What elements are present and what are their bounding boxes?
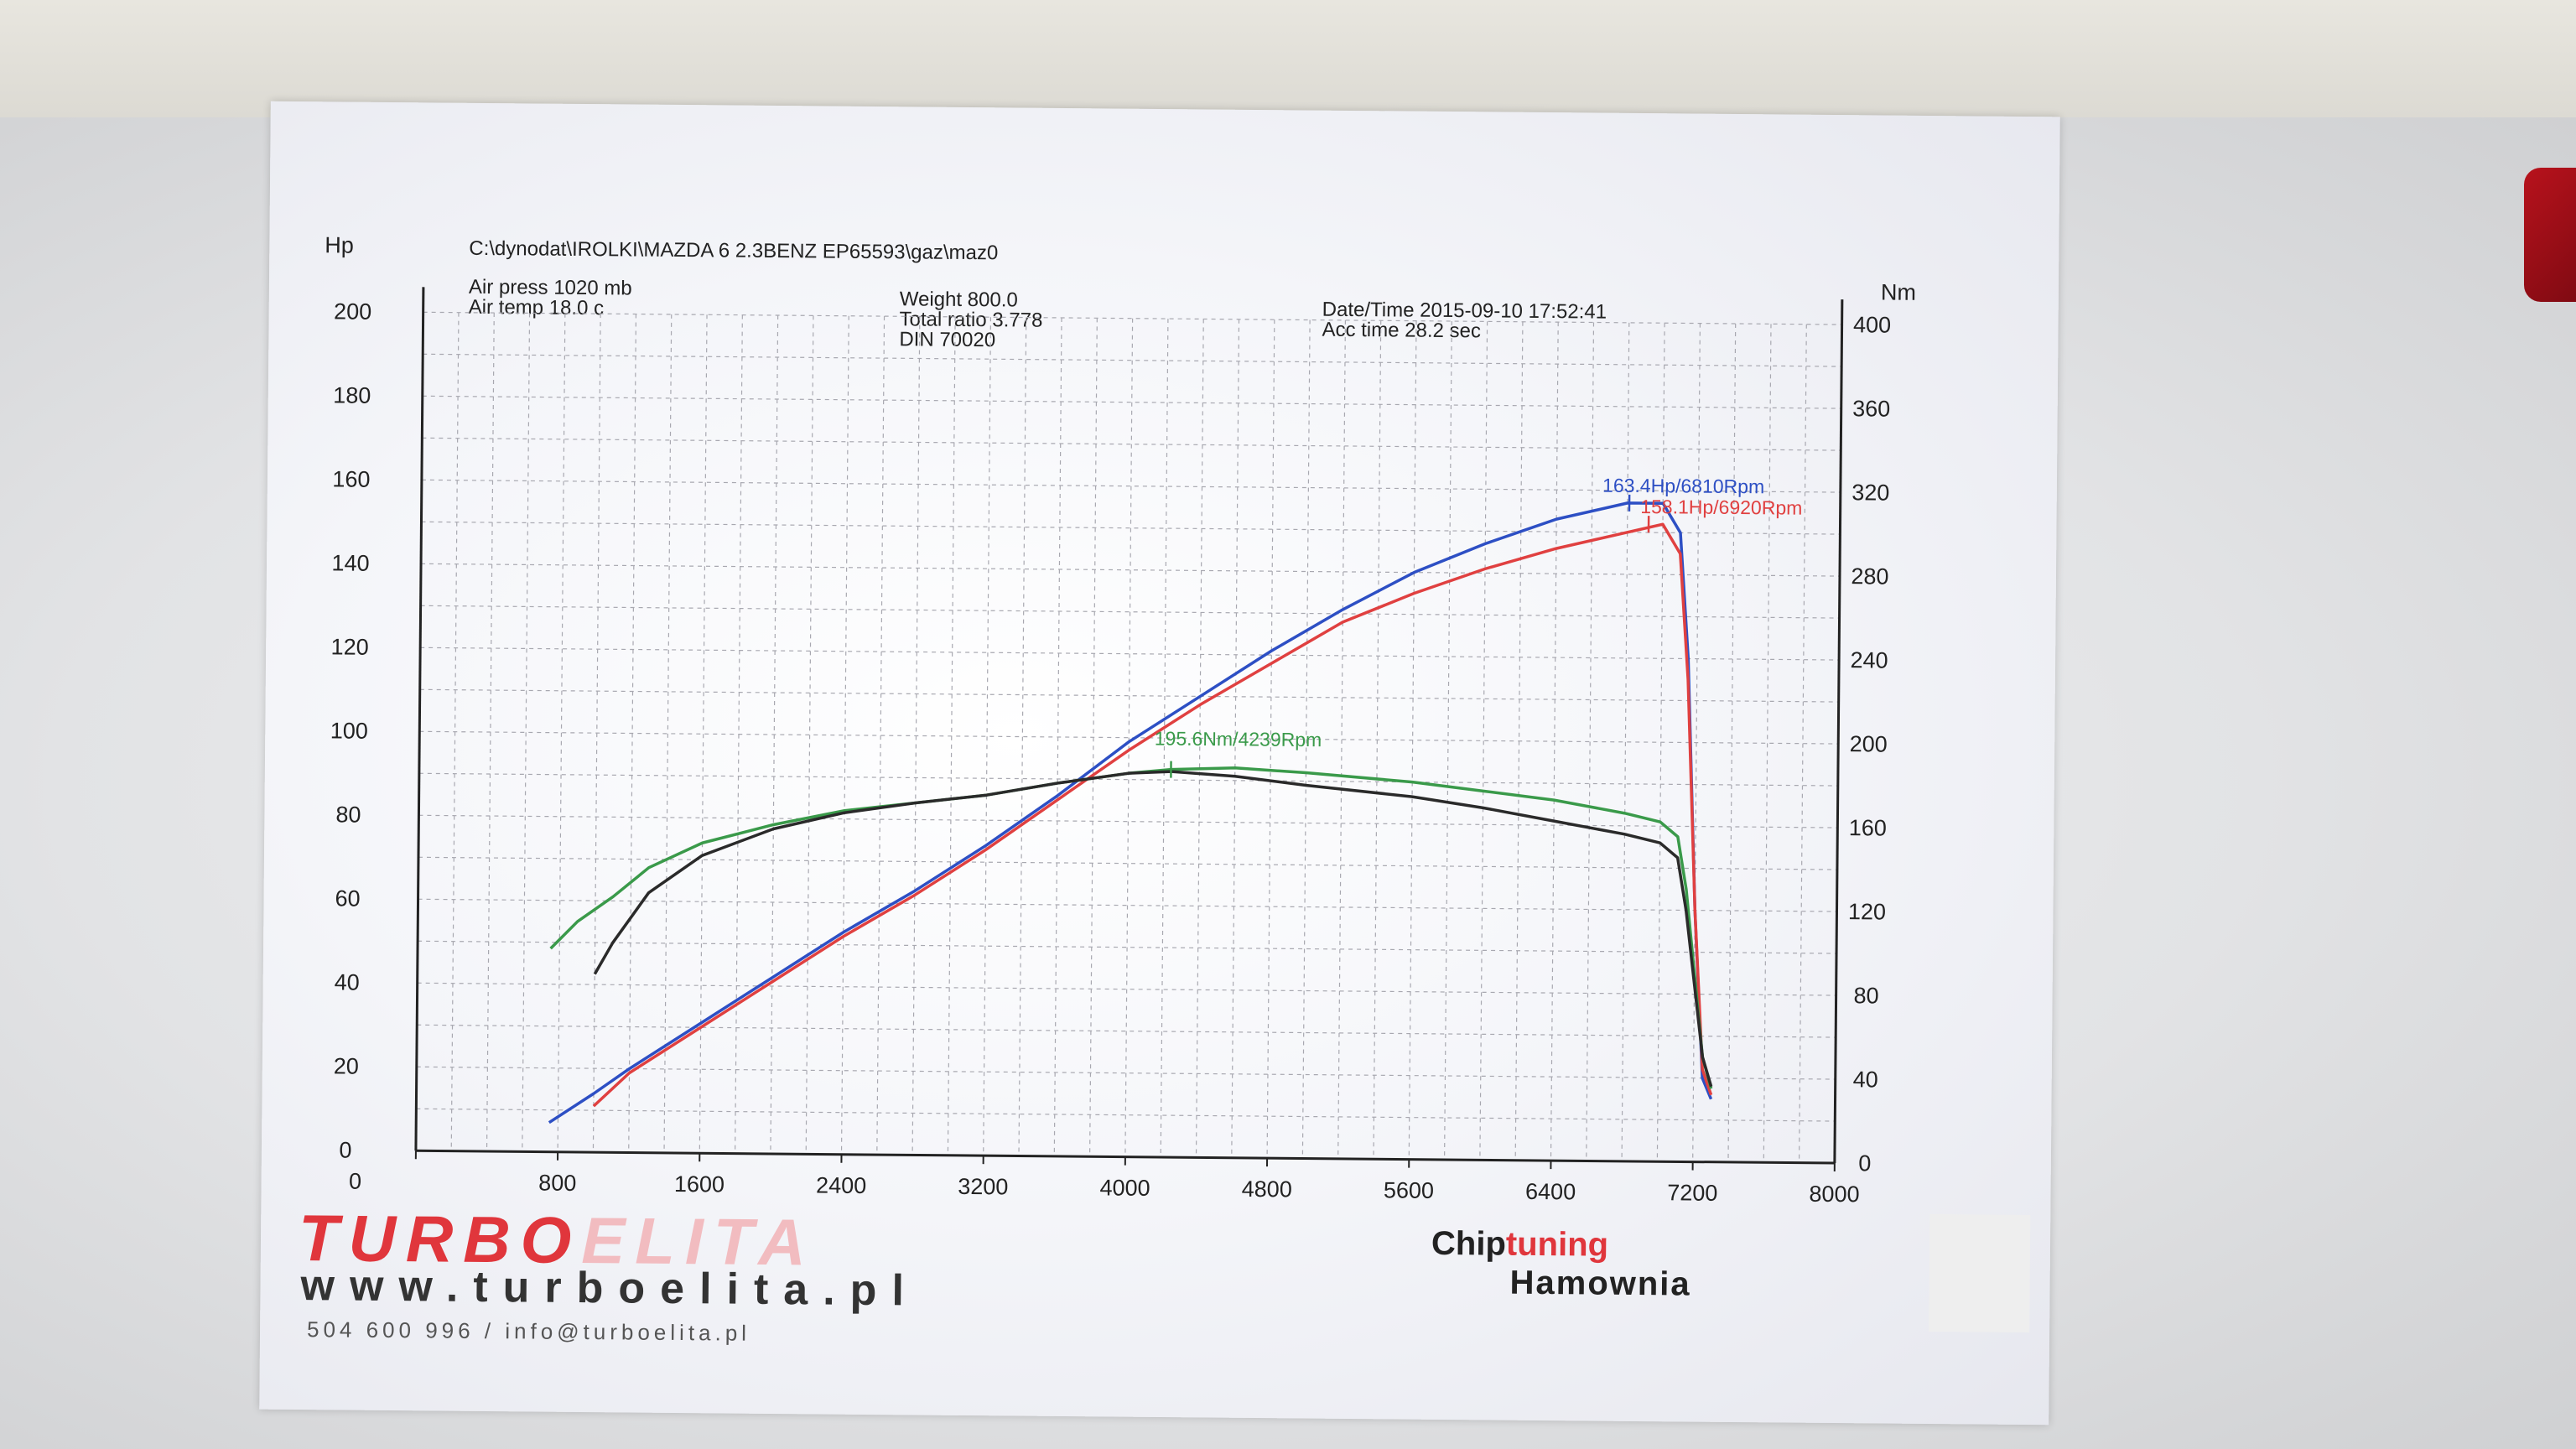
grid-line-vertical <box>663 314 673 1153</box>
grid-line-vertical <box>1266 319 1275 1159</box>
y-right-tick-label: 0 <box>1858 1150 1871 1176</box>
hamownia-label: Hamownia <box>1509 1264 1691 1303</box>
grid-line-horizontal <box>423 353 1842 367</box>
grid-line-horizontal <box>418 814 1838 828</box>
dyno-printout-sheet: C:\dynodat\IROLKI\MAZDA 6 2.3BENZ EP6559… <box>259 101 2060 1426</box>
grid-line-vertical <box>1763 324 1772 1163</box>
x-tick-label: 7200 <box>1667 1180 1717 1206</box>
y-right-unit-label: Nm <box>1881 279 1916 304</box>
y-right-tick-label: 280 <box>1851 564 1888 589</box>
grid-line-vertical <box>1479 321 1488 1161</box>
contact-text: 504 600 996 / info@turboelita.pl <box>306 1317 751 1346</box>
y-right-axis <box>1833 299 1844 1164</box>
grid-line-vertical <box>1301 319 1311 1159</box>
grid-line-horizontal <box>416 1108 1836 1122</box>
x-tick-label: 800 <box>538 1171 576 1196</box>
y-right-tick-label: 40 <box>1853 1067 1878 1092</box>
y-left-tick-label: 120 <box>331 634 369 659</box>
power-curve-red <box>592 522 1713 1108</box>
y-right-tick-label: 200 <box>1850 731 1888 756</box>
grid-line-vertical <box>699 314 708 1154</box>
y-left-unit-label: Hp <box>325 232 354 257</box>
website-text: www.turboelita.pl <box>300 1261 920 1316</box>
y-right-tick-label: 360 <box>1852 396 1890 421</box>
y-left-tick-label: 0 <box>339 1137 351 1162</box>
grid-line-vertical <box>876 316 886 1156</box>
y-right-tick-label: 80 <box>1853 983 1878 1008</box>
dyno-chart: 0 800 1600 2400 3200 4000 4800 5600 6400 7200 8000… <box>259 101 2060 1426</box>
grid-line-horizontal <box>418 772 1838 787</box>
stamp-area <box>1929 1214 2031 1333</box>
y-right-tick-label: 400 <box>1853 312 1891 337</box>
grid-line-horizontal <box>422 395 1841 409</box>
annotation-torque-green: 195.6Nm/4239Rpm <box>1155 727 1322 750</box>
y-left-tick-label: 200 <box>334 299 371 324</box>
grid-line-vertical <box>1727 323 1737 1162</box>
grid-line-horizontal <box>423 311 1842 325</box>
torque-curve-green <box>549 766 1713 1089</box>
y-left-tick-label: 100 <box>330 718 368 743</box>
red-object-edge <box>2524 168 2576 302</box>
chip-word: Chip <box>1431 1224 1507 1263</box>
grid-line-horizontal <box>421 563 1840 577</box>
x-tick-label: 4000 <box>1099 1175 1150 1201</box>
grid-line-horizontal <box>422 437 1841 451</box>
x-tick-label: 8000 <box>1809 1182 1859 1208</box>
x-tick-label: 2400 <box>816 1172 866 1198</box>
y-left-tick-label: 20 <box>334 1053 359 1078</box>
grid-line-vertical <box>1621 322 1630 1161</box>
grid-line-horizontal <box>418 898 1837 912</box>
y-right-tick-label: 320 <box>1852 480 1889 505</box>
y-right-tick-label: 160 <box>1849 815 1887 840</box>
x-tick-label: 6400 <box>1525 1179 1576 1205</box>
x-tick-label: 3200 <box>958 1174 1008 1200</box>
grid-line-vertical <box>1443 321 1452 1160</box>
grid-line-horizontal <box>421 521 1841 535</box>
grid-line-horizontal <box>419 688 1839 703</box>
y-left-tick-label: 60 <box>335 886 360 911</box>
y-left-tick-label: 180 <box>333 382 371 408</box>
grid-line-horizontal <box>418 940 1837 954</box>
x-tick-label: 1600 <box>674 1171 724 1197</box>
grid-line-horizontal <box>416 1066 1836 1080</box>
grid-line-horizontal <box>420 647 1840 661</box>
grid-line-vertical <box>1586 322 1595 1161</box>
annotation-power-red: 158.1Hp/6920Rpm <box>1640 496 1802 519</box>
grid-line-horizontal <box>420 605 1840 619</box>
grid-line-horizontal <box>421 479 1841 493</box>
x-tick-label: 5600 <box>1384 1177 1434 1203</box>
grid-line-vertical <box>805 315 814 1155</box>
grid-line-horizontal <box>417 982 1836 996</box>
chiptuning-label: Chiptuning <box>1431 1225 1608 1265</box>
y-left-tick-label: 40 <box>335 969 360 995</box>
grid-line-vertical <box>1160 319 1169 1158</box>
power-curve-blue <box>548 501 1713 1124</box>
grid-line-vertical <box>557 313 566 1152</box>
grid-line-horizontal <box>417 1024 1836 1038</box>
x-tick-label: 0 <box>349 1169 361 1194</box>
dyno-chart-svg: 0 800 1600 2400 3200 4000 4800 5600 6400 7200 8000… <box>325 232 1916 1208</box>
grid-line-vertical <box>1337 319 1347 1159</box>
y-left-tick-label: 80 <box>335 802 361 827</box>
wall-background <box>0 0 2576 117</box>
y-left-tick-label: 140 <box>331 550 369 575</box>
torque-curve-black <box>593 770 1713 1088</box>
grid-line-horizontal <box>419 730 1839 745</box>
tuning-word: tuning <box>1505 1225 1609 1264</box>
grid-line-vertical <box>840 315 849 1155</box>
grid-line-vertical <box>522 313 531 1152</box>
grid-line-vertical <box>1018 317 1027 1156</box>
y-right-tick-label: 120 <box>1848 899 1886 924</box>
grid-line-vertical <box>1798 324 1807 1163</box>
annotation-power-blue: 163.4Hp/6810Rpm <box>1602 475 1764 498</box>
grid-line-vertical <box>1124 318 1134 1157</box>
y-right-tick-label: 240 <box>1850 647 1888 673</box>
y-left-axis <box>414 287 425 1151</box>
y-left-tick-label: 160 <box>332 466 370 491</box>
grid-line-horizontal <box>418 856 1837 870</box>
grid-line-vertical <box>983 317 992 1156</box>
x-tick-label: 4800 <box>1242 1176 1292 1202</box>
